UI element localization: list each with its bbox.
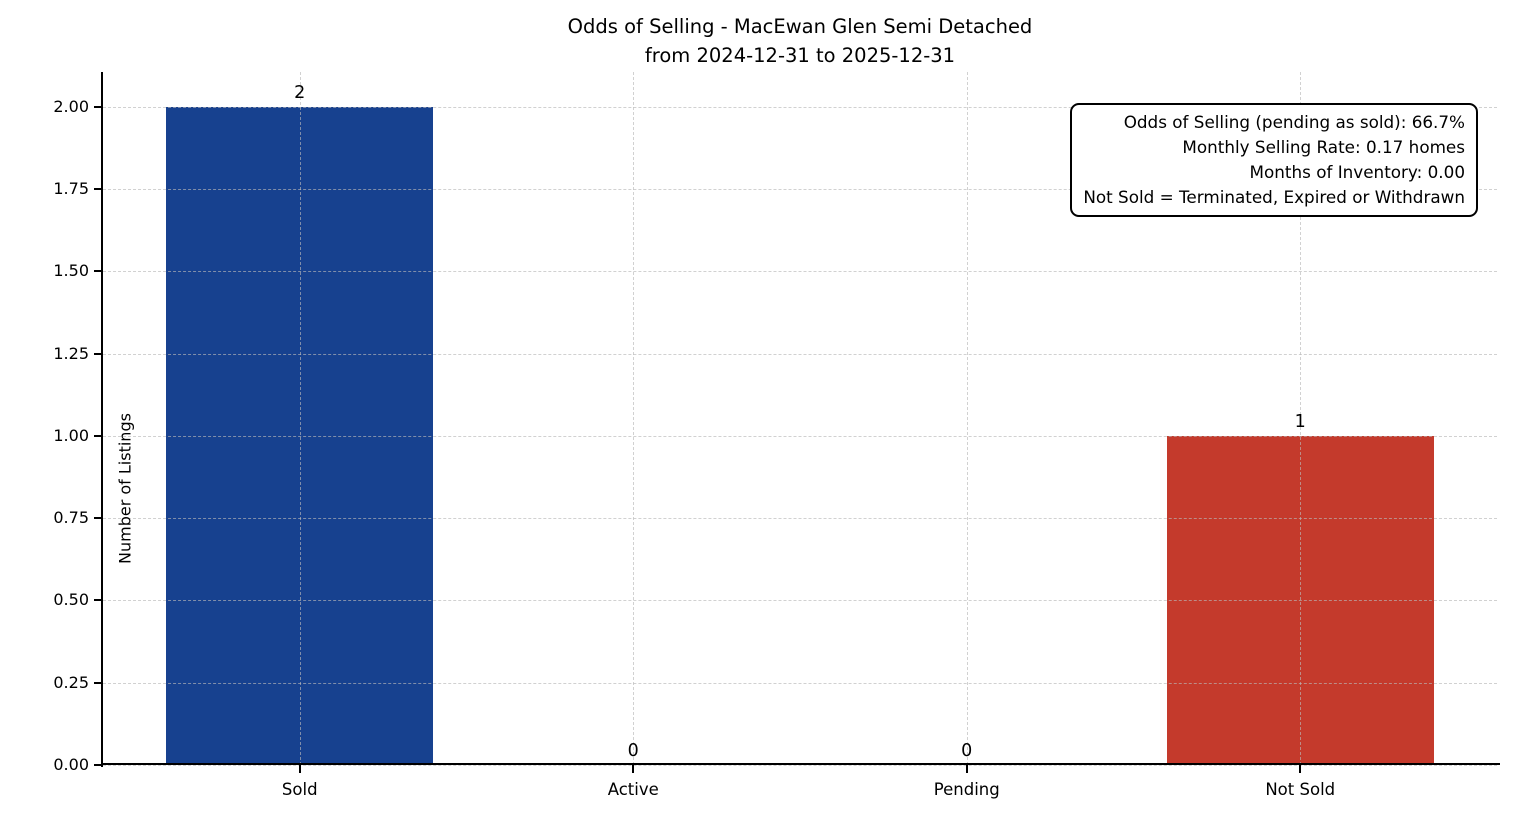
y-tick-label: 0.50 (53, 590, 89, 610)
x-tick (298, 765, 301, 773)
x-tick-label-pending: Pending (933, 780, 1000, 799)
y-gridline (103, 435, 1497, 437)
y-gridline (103, 518, 1497, 520)
x-gridline (633, 72, 635, 765)
x-tick (632, 765, 635, 773)
bar-value-label-sold: 2 (294, 82, 306, 103)
annotation-line-odds: Odds of Selling (pending as sold): 66.7% (1123, 112, 1465, 132)
x-tick-label-sold: Sold (281, 780, 318, 799)
x-axis-line (101, 763, 1500, 765)
x-tick (1299, 765, 1302, 773)
y-tick-label: 1.75 (53, 179, 89, 199)
x-tick-label-active: Active (607, 780, 659, 799)
y-tick (94, 352, 102, 355)
y-tick-label: 1.50 (53, 261, 89, 281)
chart-subtitle: from 2024-12-31 to 2025-12-31 (644, 44, 956, 67)
y-tick-label: 1.00 (53, 425, 89, 445)
y-axis-label: Number of Listings (115, 413, 135, 564)
chart-title: Odds of Selling - MacEwan Glen Semi Deta… (567, 15, 1033, 38)
y-gridline (103, 682, 1497, 684)
stats-annotation-box: Odds of Selling (pending as sold): 66.7%… (1070, 103, 1478, 217)
y-tick (94, 764, 102, 766)
y-gridline (103, 765, 1497, 766)
x-tick (965, 765, 968, 773)
y-tick (94, 599, 102, 602)
bar-not-sold (1166, 435, 1434, 765)
y-tick (94, 517, 102, 520)
annotation-line-notsold-def: Not Sold = Terminated, Expired or Withdr… (1083, 187, 1465, 207)
x-gridline (966, 72, 968, 765)
y-tick (94, 270, 102, 273)
x-gridline (1300, 72, 1302, 765)
annotation-line-monthly-rate: Monthly Selling Rate: 0.17 homes (1182, 137, 1465, 157)
y-gridline (103, 189, 1497, 191)
title-block: Odds of Selling - MacEwan Glen Semi Deta… (103, 12, 1497, 70)
y-tick-label: 0.00 (53, 755, 89, 774)
bar-value-label-active: 0 (627, 741, 639, 761)
bar-value-label-not-sold: 1 (1294, 411, 1306, 432)
x-gridline (299, 72, 301, 765)
y-gridline (103, 353, 1497, 355)
bar-value-label-pending: 0 (961, 741, 973, 761)
y-tick-label: 0.75 (53, 508, 89, 528)
y-tick (94, 188, 102, 191)
y-tick-label: 0.25 (53, 672, 89, 692)
annotation-line-inventory: Months of Inventory: 0.00 (1249, 162, 1465, 182)
plot-area: Number of Listings 0.00 0.25 0.50 0.75 1.00 1… (53, 72, 1500, 799)
y-axis-line (101, 72, 103, 767)
x-tick-label-not-sold: Not Sold (1265, 780, 1336, 799)
y-gridline (103, 271, 1497, 273)
y-tick (94, 681, 102, 684)
y-tick-label: 1.25 (53, 343, 89, 363)
y-tick (94, 434, 102, 437)
y-gridline (103, 600, 1497, 602)
y-gridline (103, 106, 1497, 108)
y-tick (94, 105, 102, 108)
y-tick-label: 2.00 (53, 96, 89, 116)
